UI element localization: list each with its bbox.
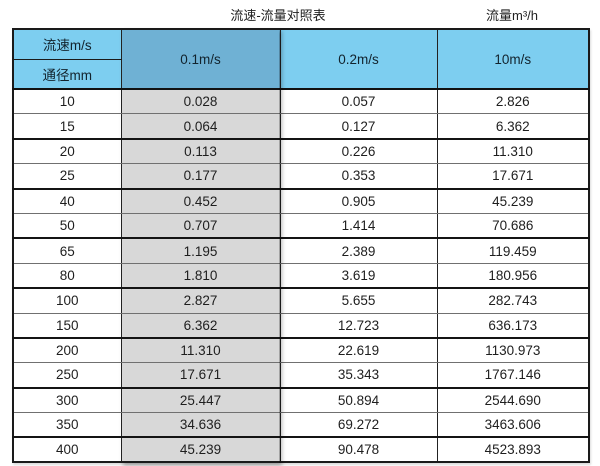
- corner-header-diameter: 通径mm: [12, 58, 122, 90]
- flow-value-cell: 6.362: [120, 312, 281, 339]
- flow-value-cell: 1.414: [279, 212, 438, 240]
- flow-value-cell: 0.064: [120, 113, 281, 140]
- flow-value-cell: 2.389: [279, 237, 438, 264]
- diameter-cell: 40: [12, 188, 122, 214]
- table-row: 80 1.810 3.619 180.956: [12, 262, 590, 290]
- flow-value-cell: 69.272: [279, 412, 438, 439]
- flow-value-cell: 2.826: [436, 88, 590, 115]
- flow-value-cell: 25.447: [120, 387, 281, 414]
- flow-value-cell: 12.723: [279, 312, 438, 339]
- column-header-0-2ms: 0.2m/s: [279, 28, 438, 90]
- table-header: 流速m/s 0.1m/s 0.2m/s 10m/s 通径mm: [12, 28, 590, 90]
- flow-value-cell: 0.452: [120, 188, 281, 214]
- flow-value-cell: 0.028: [120, 88, 281, 115]
- flow-value-cell: 1767.146: [436, 362, 590, 389]
- flow-value-cell: 1130.973: [436, 337, 590, 364]
- flow-value-cell: 11.310: [436, 138, 590, 165]
- flow-value-cell: 70.686: [436, 212, 590, 240]
- flow-value-cell: 3463.606: [436, 412, 590, 439]
- column-header-10ms: 10m/s: [436, 28, 590, 90]
- table-row: 65 1.195 2.389 119.459: [12, 237, 590, 264]
- table-row: 350 34.636 69.272 3463.606: [12, 412, 590, 439]
- flow-value-cell: 0.127: [279, 113, 438, 140]
- flow-value-cell: 0.353: [279, 163, 438, 190]
- flow-value-cell: 50.894: [279, 387, 438, 414]
- flow-value-cell: 0.226: [279, 138, 438, 165]
- table-row: 10 0.028 0.057 2.826: [12, 88, 590, 115]
- flow-value-cell: 45.239: [436, 188, 590, 214]
- flow-value-cell: 282.743: [436, 287, 590, 314]
- diameter-cell: 65: [12, 237, 122, 264]
- flow-value-cell: 35.343: [279, 362, 438, 389]
- flow-value-cell: 22.619: [279, 337, 438, 364]
- table-title: 流速-流量对照表: [230, 8, 326, 23]
- flow-value-cell: 45.239: [120, 436, 281, 463]
- flow-value-cell: 0.057: [279, 88, 438, 115]
- diameter-cell: 20: [12, 138, 122, 165]
- flow-value-cell: 5.655: [279, 287, 438, 314]
- table-row: 25 0.177 0.353 17.671: [12, 163, 590, 190]
- flow-value-cell: 636.173: [436, 312, 590, 339]
- flow-unit-label: 流量m³/h: [485, 8, 538, 23]
- flow-value-cell: 6.362: [436, 113, 590, 140]
- diameter-cell: 50: [12, 212, 122, 240]
- flow-value-cell: 1.195: [120, 237, 281, 264]
- table-row: 20 0.113 0.226 11.310: [12, 138, 590, 165]
- flow-value-cell: 11.310: [120, 337, 281, 364]
- diameter-cell: 25: [12, 163, 122, 190]
- flow-value-cell: 0.177: [120, 163, 281, 190]
- diameter-cell: 15: [12, 113, 122, 140]
- corner-header-velocity: 流速m/s: [12, 28, 122, 60]
- flow-value-cell: 0.905: [279, 188, 438, 214]
- flow-value-cell: 180.956: [436, 262, 590, 290]
- flow-value-cell: 3.619: [279, 262, 438, 290]
- flow-value-cell: 34.636: [120, 412, 281, 439]
- table-row: 100 2.827 5.655 282.743: [12, 287, 590, 314]
- diameter-cell: 100: [12, 287, 122, 314]
- flow-value-cell: 4523.893: [436, 436, 590, 463]
- diameter-cell: 150: [12, 312, 122, 339]
- caption-row: 流速-流量对照表 流量m³/h: [0, 0, 600, 28]
- diameter-cell: 10: [12, 88, 122, 115]
- table-body: 10 0.028 0.057 2.826 15 0.064 0.127 6.362 20 0.11…: [12, 88, 590, 463]
- diameter-cell: 250: [12, 362, 122, 389]
- flow-value-cell: 0.707: [120, 212, 281, 240]
- flow-value-cell: 1.810: [120, 262, 281, 290]
- flow-value-cell: 17.671: [436, 163, 590, 190]
- table-row: 200 11.310 22.619 1130.973: [12, 337, 590, 364]
- flow-rate-table: 流速m/s 0.1m/s 0.2m/s 10m/s 通径mm 10 0.028 0.…: [12, 28, 590, 464]
- table-row: 40 0.452 0.905 45.239: [12, 188, 590, 214]
- table-row: 50 0.707 1.414 70.686: [12, 212, 590, 240]
- flow-value-cell: 119.459: [436, 237, 590, 264]
- column-header-0-1ms: 0.1m/s: [120, 28, 281, 90]
- table-row: 150 6.362 12.723 636.173: [12, 312, 590, 339]
- diameter-cell: 300: [12, 387, 122, 414]
- flow-value-cell: 90.478: [279, 436, 438, 463]
- flow-value-cell: 2544.690: [436, 387, 590, 414]
- flow-value-cell: 2.827: [120, 287, 281, 314]
- diameter-cell: 200: [12, 337, 122, 364]
- table-row: 15 0.064 0.127 6.362: [12, 113, 590, 140]
- diameter-cell: 400: [12, 436, 122, 463]
- flow-value-cell: 0.113: [120, 138, 281, 165]
- diameter-cell: 80: [12, 262, 122, 290]
- diameter-cell: 350: [12, 412, 122, 439]
- table-row: 250 17.671 35.343 1767.146: [12, 362, 590, 389]
- table-row: 300 25.447 50.894 2544.690: [12, 387, 590, 414]
- flow-value-cell: 17.671: [120, 362, 281, 389]
- table-row: 400 45.239 90.478 4523.893: [12, 436, 590, 463]
